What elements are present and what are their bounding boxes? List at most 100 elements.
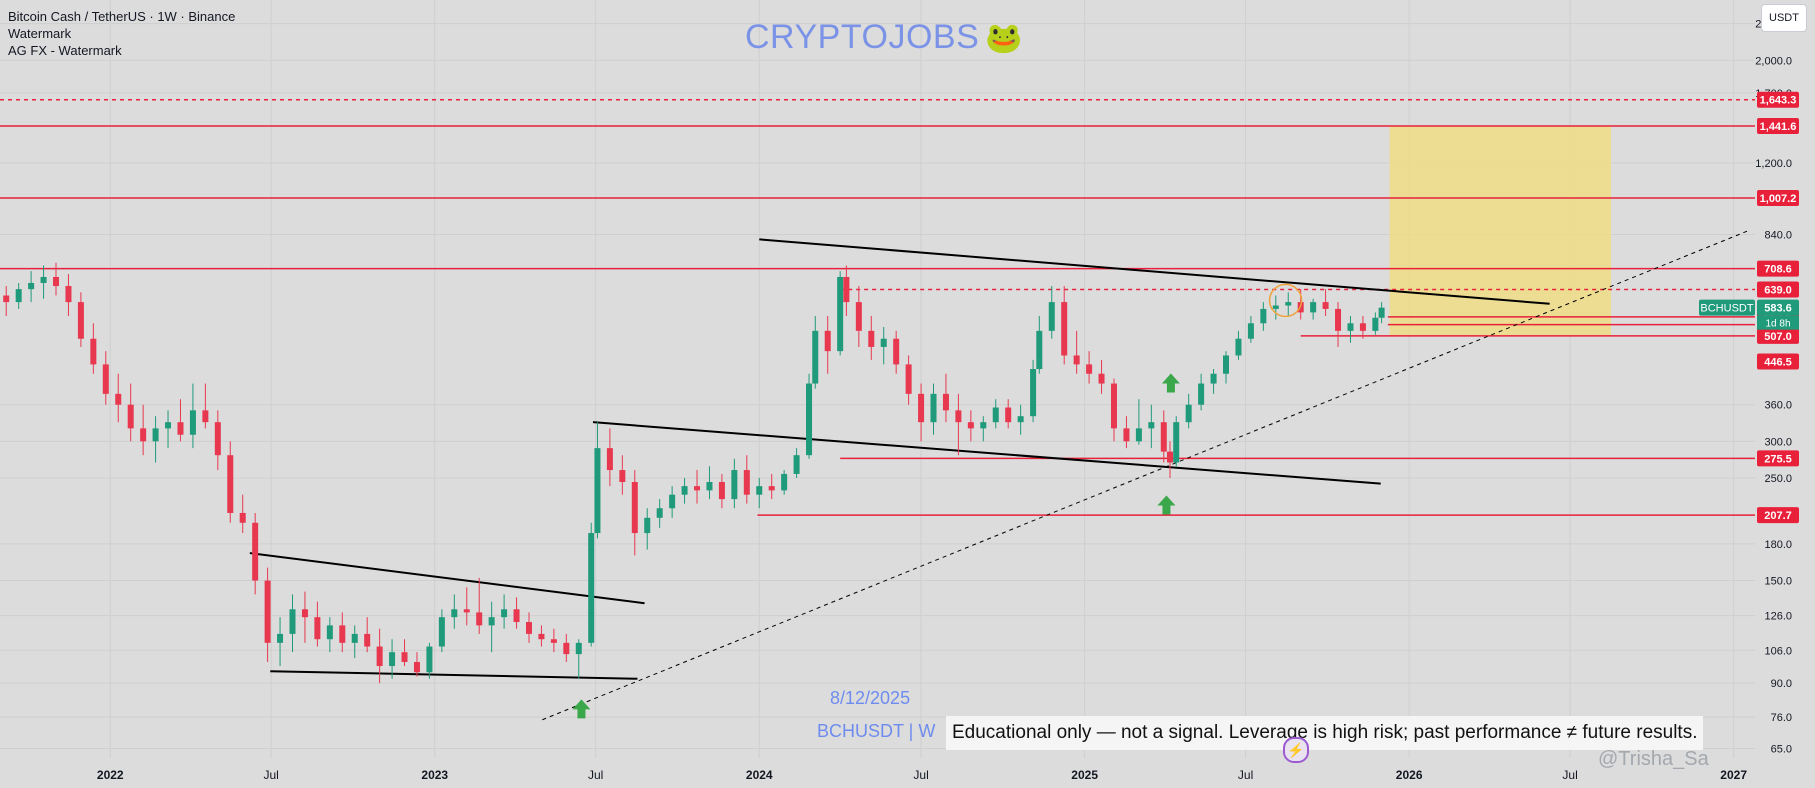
candle-body — [731, 470, 738, 500]
candle — [389, 639, 396, 679]
candle — [1185, 393, 1192, 429]
candle — [588, 522, 595, 647]
candle — [1048, 286, 1055, 339]
candle — [376, 628, 383, 684]
candle — [1210, 369, 1217, 394]
candle-body — [264, 580, 271, 643]
indicator-watermark[interactable]: Watermark — [8, 26, 72, 41]
author-watermark: @Trisha_Sa — [1598, 748, 1709, 770]
candle-body — [1073, 355, 1080, 365]
candle-body — [1310, 302, 1317, 313]
date-stamp: 8/12/2025 — [830, 688, 911, 708]
candle-body — [65, 286, 72, 303]
y-tick-label: 840.0 — [1764, 230, 1792, 242]
level-tag-bg — [1757, 281, 1799, 298]
countdown-bg — [1757, 315, 1799, 330]
candle — [644, 508, 651, 550]
candle — [364, 617, 371, 653]
candle-body — [806, 383, 813, 456]
candle-body — [1198, 383, 1205, 405]
candle — [806, 373, 813, 459]
symbol-title[interactable]: Bitcoin Cash / TetherUS · 1W · Binance — [8, 9, 236, 24]
candle — [706, 466, 713, 500]
candle-body — [1185, 404, 1192, 423]
candle-body — [1210, 373, 1217, 384]
candle — [793, 448, 800, 478]
x-tick-label: 2027 — [1720, 768, 1747, 782]
candle-body — [77, 302, 84, 339]
level-tag: 275.5 — [1764, 453, 1792, 465]
candle-body — [1173, 422, 1180, 463]
candle-body — [277, 633, 284, 643]
candle-body — [694, 486, 701, 491]
candle-body — [301, 609, 308, 618]
candle — [102, 351, 109, 405]
candle — [1167, 441, 1173, 478]
candle — [339, 612, 346, 653]
y-tick-label: 300.0 — [1764, 436, 1792, 448]
candle — [1110, 378, 1117, 442]
candle-body — [1110, 383, 1117, 429]
disclaimer-banner: Educational only — not a signal. Leverag… — [946, 716, 1704, 750]
y-tick-label: 126.0 — [1764, 611, 1792, 623]
candle — [15, 282, 22, 309]
brand-watermark: CRYPTOJOBS 🐸 — [745, 18, 1023, 57]
candle — [140, 404, 147, 456]
level-tag: 446.5 — [1764, 356, 1792, 368]
candle — [868, 315, 875, 360]
candle-body — [575, 642, 582, 655]
candle-body — [893, 338, 900, 365]
candle — [451, 594, 458, 629]
candle — [115, 373, 122, 423]
candle — [905, 355, 912, 405]
candle-body — [1378, 307, 1385, 318]
candle — [264, 567, 271, 662]
lightning-icon[interactable]: ⚡ — [1283, 737, 1309, 763]
candle — [438, 609, 445, 653]
candle-body — [955, 410, 962, 423]
candle — [718, 473, 725, 509]
candle-body — [1247, 323, 1254, 339]
indicator-ag-fx-watermark[interactable]: AG FX - Watermark — [8, 43, 122, 58]
candle-body — [289, 609, 296, 634]
candle-body — [1048, 302, 1055, 331]
candle-body — [376, 646, 383, 667]
candle-body — [855, 302, 862, 331]
level-tag-bg — [1757, 260, 1799, 277]
up-arrow-icon — [1157, 495, 1176, 515]
candle-body — [781, 473, 788, 491]
candle — [189, 383, 196, 449]
candle — [476, 577, 483, 634]
candle-body — [1235, 338, 1242, 356]
candle — [1247, 315, 1254, 343]
candle — [967, 410, 974, 442]
candle — [227, 441, 234, 523]
candle — [1061, 286, 1068, 365]
time-axis[interactable]: 2022 Jul 2023 Jul 2024 Jul 2025 Jul 2026 Jul 2027 — [97, 768, 1747, 782]
candle — [1260, 302, 1267, 331]
x-tick-label: 2026 — [1396, 768, 1423, 782]
candle — [501, 594, 508, 629]
candle-body — [594, 448, 601, 534]
candle-body — [488, 617, 495, 626]
price-axis[interactable]: 65.0 76.0 90.0 106.0 126.0 150.0 180.0 250.0 300… — [1699, 19, 1799, 756]
candle-body — [513, 609, 520, 623]
currency-button[interactable]: USDT — [1761, 4, 1807, 32]
symbol-stamp: BCHUSDT | W — [817, 721, 936, 741]
candle-body — [768, 486, 775, 491]
candle — [930, 383, 937, 435]
candle-body — [743, 470, 750, 495]
chart-legend: Bitcoin Cash / TetherUS · 1W · Binance W… — [8, 8, 235, 59]
candle-body — [451, 609, 458, 618]
candle-body — [1372, 317, 1379, 331]
candle-body — [967, 422, 974, 429]
candle-body — [90, 338, 97, 365]
trendline — [759, 238, 1550, 305]
candle — [1335, 302, 1342, 347]
candle — [1347, 315, 1354, 343]
candle-body — [115, 393, 122, 405]
candle — [594, 422, 601, 539]
candle-body — [837, 276, 844, 352]
candle-body — [15, 289, 22, 303]
